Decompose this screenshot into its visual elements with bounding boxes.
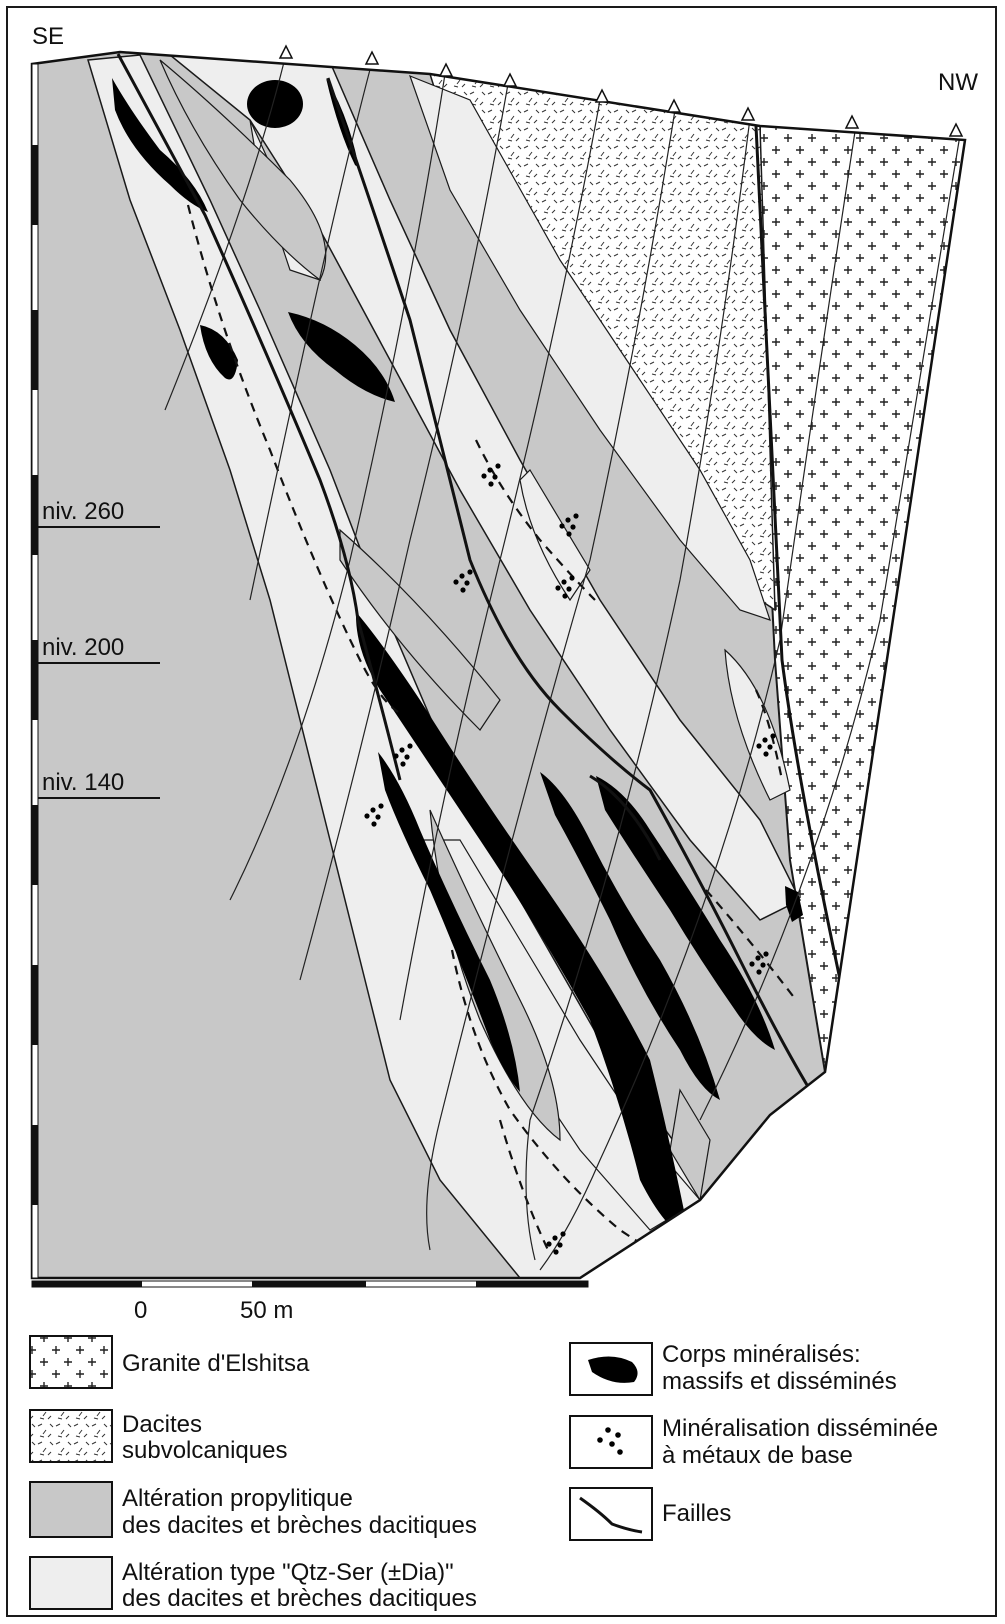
ore-icon (588, 1356, 638, 1383)
ore-body-right-2 (596, 776, 775, 1050)
dissem-icon (597, 1427, 623, 1455)
legend-granite-line1: Granite d'Elshitsa (122, 1350, 310, 1377)
dot-cluster (364, 803, 384, 827)
legend-dissem-line2: à métaux de base (662, 1442, 853, 1469)
legend-ore-line2: massifs et disséminés (662, 1368, 897, 1395)
ore-body-4 (200, 325, 238, 380)
thin-lines (164, 57, 961, 1271)
ore-body-left (378, 752, 520, 1092)
ore-body-main (355, 612, 690, 1240)
legend-qtzser-swatch (29, 1556, 113, 1610)
fault-icon (579, 1496, 643, 1534)
level-label-140: niv. 140 (42, 769, 124, 796)
scale-fifty-label: 50 m (240, 1297, 293, 1324)
dot-cluster (546, 1231, 566, 1255)
qtzser-band-2 (167, 54, 802, 921)
level-label-200: niv. 200 (42, 634, 124, 661)
collar-markers (278, 44, 964, 137)
level-label-260: niv. 260 (42, 498, 124, 525)
orientation-nw-label: NW (938, 69, 978, 96)
ore-body-right-1 (540, 772, 720, 1100)
propylitic-lens-mid (339, 528, 501, 731)
legend-dissem-swatch (569, 1415, 653, 1469)
dot-cluster (481, 463, 501, 487)
scale-zero-label: 0 (134, 1297, 147, 1324)
section-outline (30, 50, 967, 1280)
ore-body-2 (247, 80, 303, 128)
legend-qtzser-line2: des dacites et brèches dacitiques (122, 1585, 477, 1612)
ore-body-5 (288, 312, 395, 402)
geologic-section (32, 52, 965, 1278)
legend-qtzser-line1: Altération type "Qtz-Ser (±Dia)" (122, 1559, 454, 1586)
legend-dissem-line1: Minéralisation disséminée (662, 1415, 938, 1442)
qtzser-lens-right (724, 648, 791, 801)
legend-dacite-swatch (29, 1409, 113, 1463)
vertical-scale-bar (31, 63, 39, 1279)
legend-dacite-line2: subvolcaniques (122, 1437, 287, 1464)
dot-cluster (555, 575, 575, 599)
legend-ore-line1: Corps minéralisés: (662, 1341, 861, 1368)
qtzser-band-4 (408, 74, 771, 621)
dissem-dots (364, 463, 776, 1255)
legend-dacite-line1: Dacites (122, 1411, 202, 1438)
legend-propylitic-swatch (29, 1481, 113, 1538)
legend-faults-label: Failles (662, 1500, 731, 1527)
dot-cluster (749, 951, 769, 975)
legend-granite-swatch (29, 1335, 113, 1389)
orientation-se-label: SE (32, 23, 64, 50)
horizontal-scale-bar (31, 1280, 589, 1288)
dot-cluster (559, 513, 579, 537)
dot-cluster (453, 569, 473, 593)
legend-propylitic-line1: Altération propylitique (122, 1485, 353, 1512)
legend-swatches (29, 1335, 653, 1610)
dot-cluster (393, 743, 413, 767)
level-lines (38, 526, 160, 799)
qtzser-lens-mid (519, 469, 591, 602)
dot-cluster (756, 733, 776, 757)
legend-propylitic-line2: des dacites et brèches dacitiques (122, 1512, 477, 1539)
